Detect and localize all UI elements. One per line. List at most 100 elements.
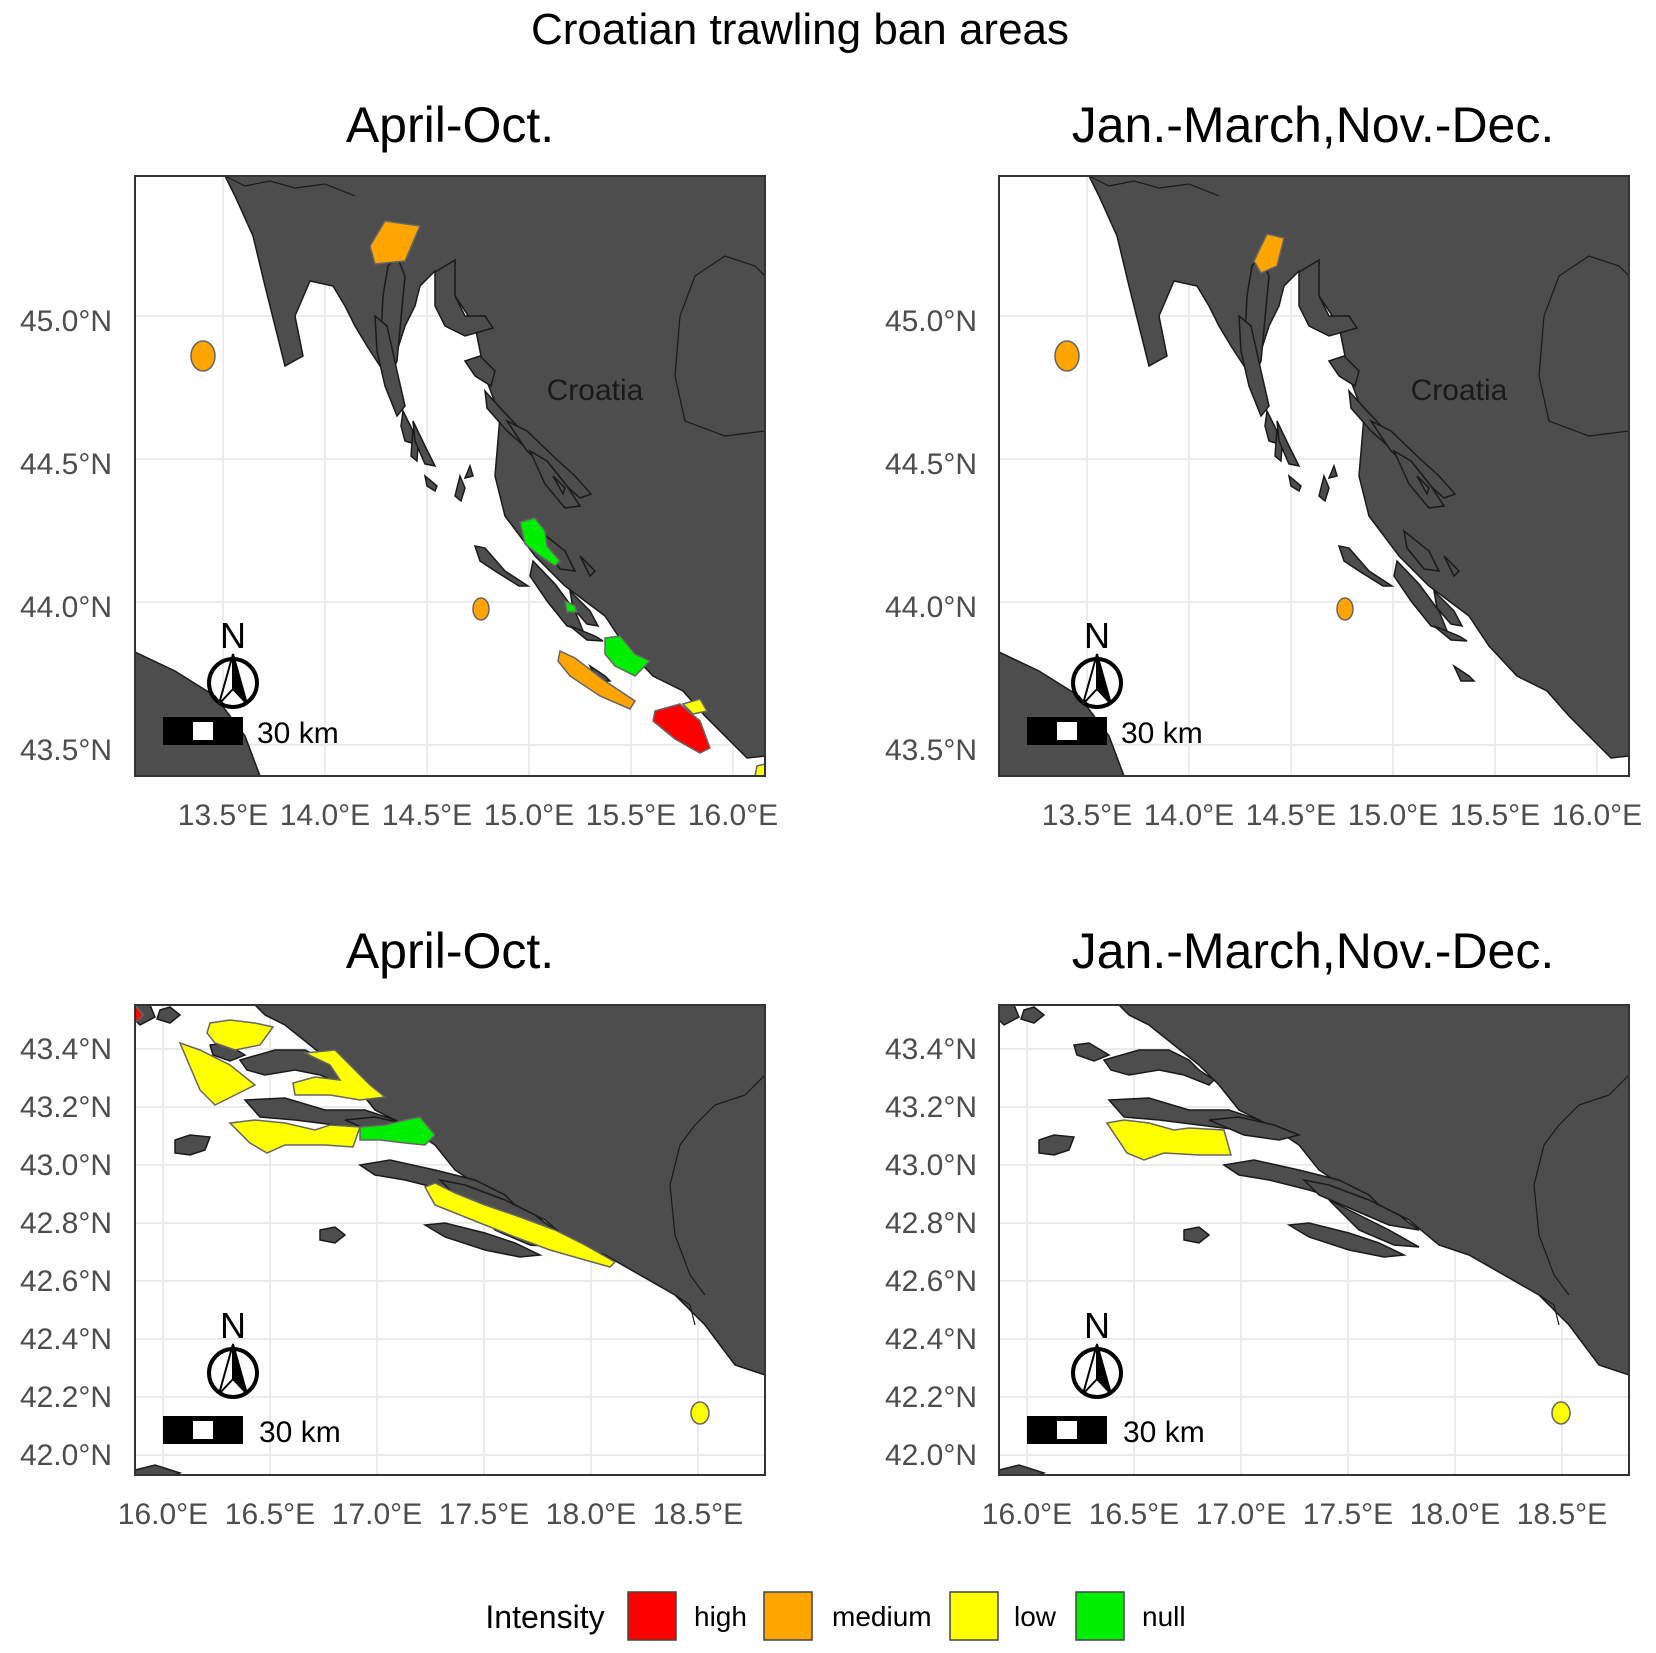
y-tick-label: 42.4°N	[20, 1323, 112, 1356]
north-arrow-icon: N	[207, 1305, 259, 1399]
y-tick-label: 42.6°N	[885, 1265, 977, 1298]
legend-label-low: low	[1014, 1601, 1057, 1632]
y-tick-label: 44.5°N	[20, 448, 112, 481]
north-arrow-icon: N	[1071, 1305, 1123, 1399]
low-ban-area	[754, 763, 765, 776]
x-tick-label: 15.5°E	[586, 799, 676, 832]
land-mass	[999, 1005, 1629, 1475]
x-tick-label: 15.0°E	[484, 799, 574, 832]
low-ban-area	[423, 1182, 617, 1268]
x-tick-label: 15.5°E	[1450, 799, 1540, 832]
x-tick-label: 13.5°E	[1042, 799, 1132, 832]
north-label: N	[1084, 615, 1110, 656]
scale-label: 30 km	[257, 717, 339, 750]
x-tick-label: 18.5°E	[653, 1498, 743, 1531]
medium-ban-area	[1054, 340, 1080, 372]
x-tick-label: 16.0°E	[688, 799, 778, 832]
legend-title: Intensity	[485, 1599, 604, 1635]
x-tick-label: 17.0°E	[332, 1498, 422, 1531]
y-tick-label: 42.8°N	[885, 1207, 977, 1240]
y-tick-label: 45.0°N	[20, 305, 112, 338]
x-tick-label: 17.5°E	[439, 1498, 529, 1531]
x-tick-label: 14.5°E	[382, 799, 472, 832]
x-tick-label: 16.5°E	[1089, 1498, 1179, 1531]
figure-title: Croatian trawling ban areas	[531, 5, 1069, 54]
y-tick-label: 42.8°N	[20, 1207, 112, 1240]
low-ban-area	[292, 1049, 387, 1101]
y-tick-label: 43.4°N	[885, 1033, 977, 1066]
north-label: N	[220, 615, 246, 656]
land-mass	[999, 176, 1629, 776]
low-ban-area	[228, 1119, 362, 1154]
panel-top-left: April-Oct. 45.0°N 44.5°N 44.0°N 43.5°N 1…	[20, 97, 778, 832]
y-tick-label: 42.2°N	[885, 1381, 977, 1414]
panel-bottom-right: Jan.-March,Nov.-Dec. 43.4°N 43.2°N 43.0°…	[885, 923, 1630, 1531]
low-ban-area	[1551, 1401, 1571, 1425]
y-tick-label: 42.6°N	[20, 1265, 112, 1298]
scale-bar: 30 km	[1027, 717, 1203, 750]
scale-bar: 30 km	[163, 1416, 341, 1449]
scale-label: 30 km	[1123, 1416, 1205, 1449]
legend-swatch-null	[1075, 1591, 1125, 1641]
null-ban-area	[563, 599, 579, 613]
null-ban-area	[359, 1116, 437, 1146]
x-tick-label: 14.5°E	[1246, 799, 1336, 832]
y-tick-label: 43.0°N	[20, 1149, 112, 1182]
y-tick-label: 42.4°N	[885, 1323, 977, 1356]
y-tick-label: 43.2°N	[20, 1091, 112, 1124]
legend-swatch-medium	[763, 1591, 813, 1641]
medium-ban-area	[1336, 597, 1354, 621]
y-tick-label: 44.0°N	[20, 591, 112, 624]
x-tick-label: 14.0°E	[280, 799, 370, 832]
north-arrow-icon: N	[207, 615, 259, 709]
north-arrow-icon: N	[1071, 615, 1123, 709]
scale-label: 30 km	[1121, 717, 1203, 750]
x-tick-label: 16.0°E	[982, 1498, 1072, 1531]
y-tick-label: 44.0°N	[885, 591, 977, 624]
panel-title: April-Oct.	[346, 923, 554, 979]
y-tick-label: 45.0°N	[885, 305, 977, 338]
legend-swatch-low	[949, 1591, 999, 1641]
x-tick-label: 13.5°E	[178, 799, 268, 832]
panel-title: April-Oct.	[346, 97, 554, 153]
x-tick-label: 18.0°E	[1410, 1498, 1500, 1531]
medium-ban-area	[190, 340, 216, 372]
y-tick-label: 43.0°N	[885, 1149, 977, 1182]
x-tick-label: 16.0°E	[118, 1498, 208, 1531]
medium-ban-area	[369, 220, 422, 265]
scale-label: 30 km	[259, 1416, 341, 1449]
y-tick-label: 43.5°N	[20, 734, 112, 767]
y-tick-label: 42.0°N	[20, 1439, 112, 1472]
legend-swatch-high	[627, 1591, 677, 1641]
x-tick-label: 17.5°E	[1303, 1498, 1393, 1531]
x-tick-label: 17.0°E	[1196, 1498, 1286, 1531]
panel-bottom-left: April-Oct. 43.4°N 43.2°N 43.0°N 42.8°N 4…	[20, 923, 766, 1531]
y-tick-label: 43.5°N	[885, 734, 977, 767]
x-tick-label: 18.5°E	[1517, 1498, 1607, 1531]
scale-bar: 30 km	[1027, 1416, 1205, 1449]
high-ban-area	[135, 1005, 145, 1025]
x-tick-label: 16.0°E	[1552, 799, 1642, 832]
low-ban-area	[681, 698, 709, 715]
low-ban-area	[178, 1041, 257, 1106]
scale-bar: 30 km	[163, 717, 339, 750]
x-tick-label: 15.0°E	[1348, 799, 1438, 832]
y-tick-label: 43.2°N	[885, 1091, 977, 1124]
x-tick-label: 14.0°E	[1144, 799, 1234, 832]
medium-ban-area	[557, 649, 637, 710]
x-tick-label: 18.0°E	[546, 1498, 636, 1531]
country-label: Croatia	[1411, 374, 1508, 407]
medium-ban-area	[1253, 233, 1285, 274]
high-ban-area	[652, 703, 711, 754]
y-tick-label: 42.2°N	[20, 1381, 112, 1414]
low-ban-area	[1105, 1119, 1232, 1161]
y-tick-label: 43.4°N	[20, 1033, 112, 1066]
country-label: Croatia	[547, 374, 644, 407]
null-ban-area	[519, 517, 562, 567]
legend-label-high: high	[694, 1601, 747, 1632]
panel-title: Jan.-March,Nov.-Dec.	[1072, 923, 1555, 979]
medium-ban-area	[472, 597, 490, 621]
north-label: N	[1084, 1305, 1110, 1346]
panel-title: Jan.-March,Nov.-Dec.	[1072, 97, 1555, 153]
